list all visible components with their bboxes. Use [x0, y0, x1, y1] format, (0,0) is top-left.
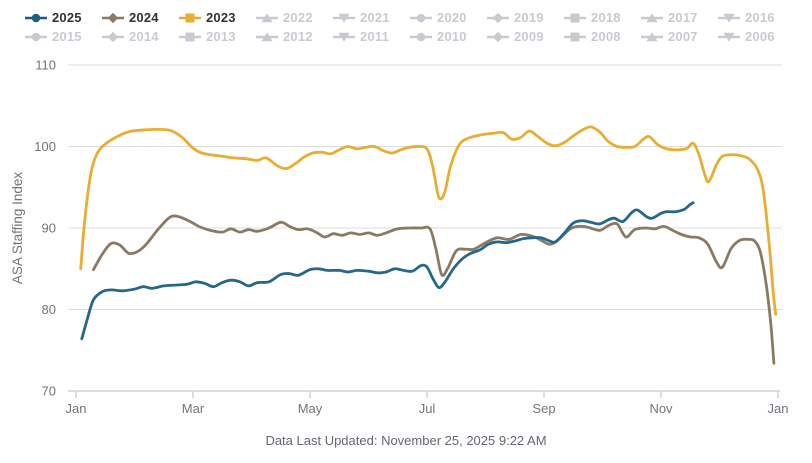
diamond-marker-icon: [487, 12, 509, 23]
x-axis-tick-label: Nov: [649, 401, 673, 416]
legend-item-2023[interactable]: 2023: [179, 10, 256, 25]
legend-item-2022[interactable]: 2022: [256, 10, 333, 25]
triangle-down-marker-icon: [718, 32, 740, 42]
legend-item-label: 2023: [206, 10, 236, 25]
legend-item-2016[interactable]: 2016: [718, 10, 795, 25]
legend-item-label: 2021: [360, 10, 390, 25]
legend-item-2010[interactable]: 2010: [410, 29, 487, 44]
chart-legend: 2025 2024 2023 2022 2021 2020 2019 2018 2017 2016…: [25, 8, 795, 46]
x-axis-tick-label: Mar: [182, 401, 205, 416]
circle-marker-icon: [25, 32, 47, 41]
legend-item-2019[interactable]: 2019: [487, 10, 564, 25]
circle-marker-icon: [25, 13, 47, 22]
legend-item-label: 2016: [745, 10, 775, 25]
circle-marker-icon: [410, 32, 432, 41]
diamond-marker-icon: [487, 31, 509, 42]
series-line-2023: [79, 125, 778, 316]
legend-item-2015[interactable]: 2015: [25, 29, 102, 44]
series-line-2024: [92, 214, 776, 365]
square-marker-icon: [564, 32, 586, 41]
legend-item-2006[interactable]: 2006: [718, 29, 795, 44]
y-axis-tick-label: 90: [42, 221, 56, 236]
y-axis-title: ASA Staffing Index: [10, 172, 25, 285]
legend-item-label: 2008: [591, 29, 621, 44]
legend-item-2024[interactable]: 2024: [102, 10, 179, 25]
legend-item-label: 2022: [283, 10, 313, 25]
legend-item-2007[interactable]: 2007: [641, 29, 718, 44]
diamond-marker-icon: [102, 12, 124, 23]
legend-item-label: 2006: [745, 29, 775, 44]
legend-item-2011[interactable]: 2011: [333, 29, 410, 44]
legend-item-2012[interactable]: 2012: [256, 29, 333, 44]
legend-item-label: 2007: [668, 29, 698, 44]
legend-item-label: 2019: [514, 10, 544, 25]
legend-item-2018[interactable]: 2018: [564, 10, 641, 25]
triangle-down-marker-icon: [718, 13, 740, 23]
legend-item-2014[interactable]: 2014: [102, 29, 179, 44]
legend-item-label: 2014: [129, 29, 159, 44]
y-axis-tick-label: 100: [34, 139, 56, 154]
legend-item-label: 2024: [129, 10, 159, 25]
legend-item-label: 2025: [52, 10, 82, 25]
legend-item-2013[interactable]: 2013: [179, 29, 256, 44]
x-axis-tick-label: Jan: [768, 401, 789, 416]
legend-item-label: 2013: [206, 29, 236, 44]
legend-item-label: 2011: [360, 29, 390, 44]
y-axis-tick-label: 70: [42, 384, 56, 399]
last-updated-text: Data Last Updated: November 25, 2025 9:2…: [265, 433, 547, 448]
triangle-down-marker-icon: [333, 13, 355, 23]
triangle-up-marker-icon: [641, 31, 663, 41]
x-axis-tick-label: Jul: [419, 401, 436, 416]
legend-item-2009[interactable]: 2009: [487, 29, 564, 44]
x-axis-tick-label: Jan: [66, 401, 87, 416]
legend-item-2020[interactable]: 2020: [410, 10, 487, 25]
diamond-marker-icon: [102, 31, 124, 42]
x-axis-tick-label: Sep: [532, 401, 555, 416]
legend-item-2008[interactable]: 2008: [564, 29, 641, 44]
y-axis-tick-label: 110: [35, 58, 56, 73]
series-line-2025: [80, 201, 695, 341]
legend-item-label: 2017: [668, 10, 698, 25]
legend-item-2025[interactable]: 2025: [25, 10, 102, 25]
legend-item-label: 2020: [437, 10, 467, 25]
triangle-down-marker-icon: [333, 32, 355, 42]
legend-item-label: 2012: [283, 29, 313, 44]
square-marker-icon: [179, 32, 201, 41]
triangle-up-marker-icon: [256, 31, 278, 41]
legend-item-label: 2010: [437, 29, 467, 44]
triangle-up-marker-icon: [256, 12, 278, 22]
legend-item-2021[interactable]: 2021: [333, 10, 410, 25]
x-axis-tick-label: May: [298, 401, 323, 416]
legend-item-label: 2015: [52, 29, 82, 44]
legend-item-2017[interactable]: 2017: [641, 10, 718, 25]
circle-marker-icon: [410, 13, 432, 22]
triangle-up-marker-icon: [641, 12, 663, 22]
square-marker-icon: [564, 13, 586, 22]
y-axis-tick-label: 80: [42, 302, 56, 317]
legend-item-label: 2018: [591, 10, 621, 25]
square-marker-icon: [179, 13, 201, 22]
legend-item-label: 2009: [514, 29, 544, 44]
